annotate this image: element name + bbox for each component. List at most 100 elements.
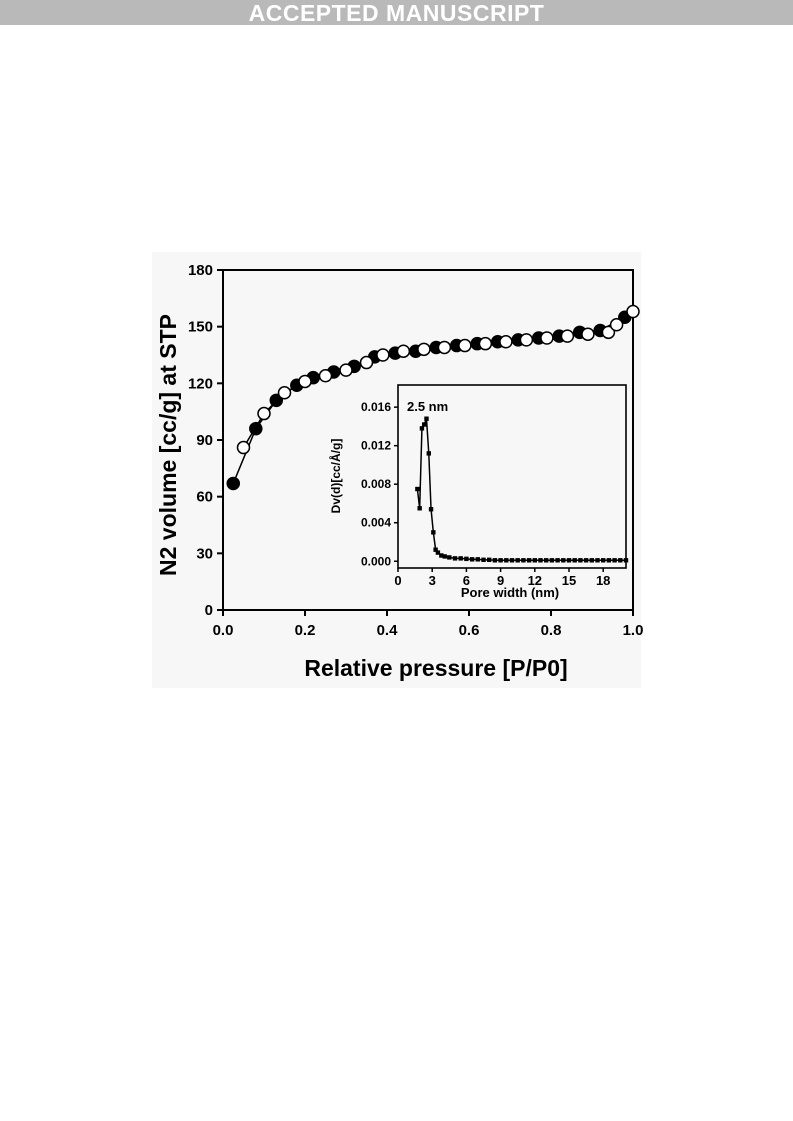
main-x-tick-label: 0.6 bbox=[459, 622, 480, 639]
main-x-tick-label: 0.4 bbox=[377, 622, 399, 639]
pore-distribution-point bbox=[469, 557, 475, 562]
desorption-point bbox=[376, 348, 390, 362]
desorption-point bbox=[236, 440, 251, 455]
desorption-point bbox=[560, 329, 575, 343]
accepted-manuscript-banner: ACCEPTED MANUSCRIPT bbox=[0, 0, 793, 26]
pore-distribution-point bbox=[428, 507, 434, 512]
pore-distribution-point bbox=[435, 550, 441, 555]
main-y-tick-label: 120 bbox=[188, 375, 213, 392]
main-x-tick-label: 1.0 bbox=[623, 622, 644, 639]
pore-distribution-point bbox=[452, 556, 458, 561]
pore-distribution-point bbox=[578, 558, 583, 563]
inset-background bbox=[398, 385, 626, 568]
adsorption-point bbox=[249, 421, 263, 436]
desorption-point bbox=[478, 336, 493, 351]
pore-distribution-point bbox=[606, 558, 612, 563]
inset-x-tick-label: 3 bbox=[429, 573, 436, 588]
pore-distribution-point bbox=[583, 558, 589, 563]
inset-y-tick-label: 0.004 bbox=[361, 516, 391, 530]
pore-distribution-point bbox=[538, 558, 543, 563]
pore-distribution-point bbox=[521, 558, 526, 563]
pore-distribution-point bbox=[618, 558, 623, 563]
inset-peak-annotation: 2.5 nm bbox=[407, 399, 448, 414]
pore-distribution-point bbox=[544, 558, 549, 563]
inset-y-axis-label: Dv(d)[cc/Å/g] bbox=[328, 439, 343, 514]
pore-distribution-point bbox=[475, 557, 480, 562]
pore-distribution-point bbox=[515, 558, 520, 563]
desorption-point bbox=[257, 406, 271, 421]
main-x-tick-label: 0.2 bbox=[295, 622, 316, 639]
main-y-tick-label: 90 bbox=[196, 432, 213, 449]
desorption-point bbox=[359, 355, 374, 370]
pore-distribution-point bbox=[595, 558, 600, 563]
desorption-point bbox=[417, 342, 431, 357]
pore-distribution-point bbox=[566, 558, 572, 563]
pore-distribution-point bbox=[487, 557, 492, 563]
desorption-point bbox=[601, 325, 616, 340]
pore-distribution-point bbox=[442, 554, 447, 559]
pore-distribution-point bbox=[439, 553, 444, 558]
pore-distribution-point bbox=[601, 558, 606, 563]
desorption-point bbox=[581, 327, 595, 341]
desorption-point bbox=[396, 344, 411, 358]
main-x-tick-label: 0.8 bbox=[541, 622, 562, 639]
pore-distribution-point bbox=[589, 558, 594, 563]
pore-distribution-point bbox=[431, 530, 436, 535]
main-y-axis-label: N2 volume [cc/g] at STP bbox=[155, 314, 181, 576]
inset-plot-layer: 0 3 6 9 12 15 18 0.000 0.004 0.008 0.012 0.016 bbox=[361, 400, 629, 588]
pore-distribution-point bbox=[426, 451, 431, 456]
pore-distribution-point bbox=[422, 422, 427, 427]
desorption-point bbox=[458, 338, 472, 353]
adsorption-point bbox=[269, 393, 284, 408]
pore-distribution-point bbox=[464, 556, 469, 562]
inset-y-tick-label: 0.008 bbox=[361, 477, 391, 491]
pore-distribution-point bbox=[623, 558, 629, 563]
desorption-point bbox=[339, 363, 353, 377]
desorption-point bbox=[626, 304, 640, 319]
desorption-point bbox=[540, 331, 554, 345]
inset-x-tick-label: 18 bbox=[596, 573, 610, 588]
pore-distribution-point bbox=[612, 558, 617, 563]
desorption-point bbox=[437, 340, 452, 355]
pore-distribution-point bbox=[415, 486, 420, 492]
pore-distribution-point bbox=[433, 547, 438, 552]
inset-plot-frame bbox=[397, 384, 627, 569]
main-y-tick-label: 150 bbox=[188, 319, 213, 336]
desorption-point bbox=[318, 369, 333, 383]
inset-x-tick-label: 6 bbox=[463, 573, 470, 588]
pore-distribution-point bbox=[509, 558, 515, 563]
inset-y-tick-label: 0.016 bbox=[361, 400, 391, 414]
pore-distribution-point bbox=[417, 506, 422, 511]
desorption-point bbox=[298, 374, 312, 389]
pore-distribution-point bbox=[424, 416, 429, 421]
pore-distribution-point bbox=[498, 558, 503, 563]
pore-distribution-point bbox=[419, 426, 425, 431]
pore-distribution-point bbox=[492, 558, 498, 563]
main-x-axis-label: Relative pressure [P/P0] bbox=[304, 655, 567, 681]
inset-y-tick-label: 0.000 bbox=[361, 554, 391, 568]
pore-distribution-point bbox=[504, 558, 509, 563]
inset-x-tick-label: 15 bbox=[562, 573, 576, 588]
pore-distribution-point bbox=[458, 556, 463, 561]
adsorption-point bbox=[226, 476, 240, 491]
desorption-point bbox=[519, 333, 534, 347]
main-y-tick-label: 60 bbox=[196, 489, 213, 506]
pore-distribution-point bbox=[561, 558, 566, 563]
pore-distribution-point bbox=[481, 557, 486, 563]
main-y-tick-label: 180 bbox=[188, 262, 213, 279]
desorption-point bbox=[499, 335, 513, 349]
pore-distribution-point bbox=[549, 558, 555, 563]
inset-x-tick-label: 9 bbox=[497, 573, 504, 588]
pore-distribution-point bbox=[532, 558, 537, 563]
pore-distribution-point bbox=[555, 558, 560, 563]
desorption-point bbox=[609, 318, 624, 332]
main-y-tick-label: 0 bbox=[205, 602, 213, 619]
main-y-tick-label: 30 bbox=[196, 545, 213, 562]
inset-y-tick-label: 0.012 bbox=[361, 439, 391, 453]
main-x-tick-label: 0.0 bbox=[213, 622, 234, 639]
desorption-point bbox=[277, 386, 292, 400]
pore-distribution-point bbox=[526, 558, 532, 563]
inset-x-tick-label: 0 bbox=[394, 573, 401, 588]
